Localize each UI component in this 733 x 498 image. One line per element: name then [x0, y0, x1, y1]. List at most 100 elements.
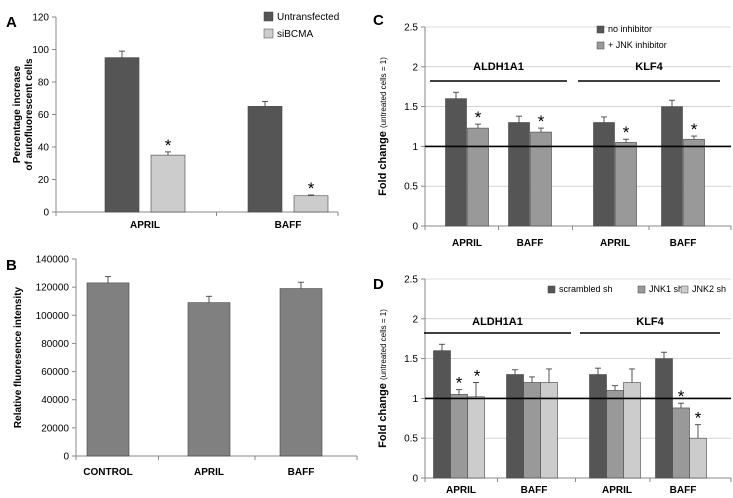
bar-C-s0-c2 [593, 122, 615, 227]
y-tick-label: 2.5 [404, 23, 418, 34]
significance-star: * [308, 179, 315, 198]
y-tick-label: 1.5 [404, 354, 418, 365]
bar-D-s1-c3 [672, 407, 690, 479]
significance-star: * [691, 120, 698, 139]
y-axis-label: Relative fluoresence intensity [13, 286, 24, 428]
legend-A: Untransfected siBCMA [263, 11, 339, 40]
panel-label-C: C [373, 12, 384, 29]
legend-label: siBCMA [277, 29, 313, 40]
bar-D-s1-c2 [606, 390, 624, 479]
y-tick-label: 40 [38, 143, 50, 154]
significance-star: * [695, 409, 702, 428]
significance-star: * [678, 387, 685, 406]
bar-A-s0-c1 [247, 106, 283, 213]
y-tick-label: 1.5 [404, 102, 418, 113]
y-tick-label: 120000 [36, 283, 70, 294]
legend-swatch [596, 25, 605, 34]
y-tick-label: 2.5 [404, 275, 418, 286]
bar-D-s0-c2 [589, 374, 607, 479]
legend-label: JNK2 sh [692, 284, 726, 294]
chart-panel-D: D 0 0.5 1 1.5 2 2.5 * * * * APRIL BAFF APRIL BAFF ALDH1… [373, 275, 732, 496]
y-tick-label: 0 [43, 208, 49, 219]
significance-star: * [538, 112, 545, 131]
group-label: KLF4 [635, 61, 663, 73]
y-tick-label: 0.5 [404, 434, 418, 445]
bar-C-s1-c2 [615, 142, 637, 227]
y-axis-label-main: Fold change [377, 380, 389, 448]
bar-B-s0-c0 [86, 282, 130, 457]
x-tick-label: BAFF [521, 485, 548, 496]
significance-star: * [165, 136, 172, 155]
x-tick-label: APRIL [602, 485, 632, 496]
chart-panel-A: A 0 20 40 60 80 100 120 * * APRIL BAFF Percentage in… [6, 11, 339, 231]
y-axis-label: of autofluorescent cells [24, 58, 35, 171]
x-tick-label: BAFF [517, 238, 544, 249]
bar-D-s2-c2 [623, 382, 641, 479]
y-tick-label: 120 [32, 13, 49, 24]
x-tick-label: BAFF [670, 238, 697, 249]
y-tick-label: 20000 [41, 423, 69, 434]
x-tick-label: BAFF [275, 220, 302, 231]
bar-D-s1-c0 [450, 394, 468, 479]
y-tick-label: 2 [412, 62, 418, 73]
legend-C: no inhibitor + JNK inhibitor [596, 24, 667, 50]
legend-label: scrambled sh [559, 284, 613, 294]
y-tick-label: 0 [63, 452, 69, 463]
y-tick-label: 80000 [41, 339, 69, 350]
bar-D-s0-c0 [433, 350, 451, 479]
y-axis-label-sub: (untreated cells = 1) [379, 57, 388, 128]
y-tick-label: 40000 [41, 395, 69, 406]
bar-A-s1-c0 [150, 154, 186, 213]
bar-D-s1-c1 [523, 382, 541, 479]
y-axis-label-main: Fold change [377, 128, 389, 196]
bar-D-s0-c1 [506, 374, 524, 479]
significance-star: * [623, 123, 630, 142]
bar-D-s0-c3 [655, 358, 673, 479]
significance-star: * [456, 374, 463, 393]
bar-A-s0-c0 [104, 57, 140, 213]
bar-C-s0-c1 [508, 122, 530, 227]
bar-C-s1-c0 [467, 127, 489, 227]
legend-label: + JNK inhibitor [608, 40, 667, 50]
y-tick-label: 60 [38, 110, 50, 121]
x-tick-label: APRIL [446, 485, 476, 496]
y-tick-label: 100 [32, 45, 49, 56]
legend-swatch [680, 285, 689, 294]
bar-D-s2-c0 [467, 396, 485, 479]
bar-D-s2-c1 [540, 382, 558, 479]
group-label: ALDH1A1 [472, 316, 523, 328]
legend-D: scrambled sh JNK1 sh JNK2 sh [547, 284, 726, 294]
bar-C-s1-c3 [683, 138, 705, 227]
y-axis-label-sub: (untreated cells = 1) [379, 309, 388, 380]
y-tick-label: 100000 [36, 311, 70, 322]
y-tick-label: 80 [38, 78, 50, 89]
panel-label-A: A [6, 14, 17, 31]
panel-label-D: D [373, 276, 384, 293]
significance-star: * [474, 366, 481, 385]
x-tick-label: CONTROL [83, 467, 132, 478]
legend-swatch [596, 41, 605, 50]
y-tick-label: 0 [412, 474, 418, 485]
group-label: KLF4 [636, 316, 664, 328]
legend-swatch [547, 285, 556, 294]
bar-B-s0-c2 [279, 288, 323, 457]
significance-star: * [475, 108, 482, 127]
x-tick-label: APRIL [452, 238, 482, 249]
chart-panel-B: B 0 20000 40000 60000 80000 100000 120000 140000… [6, 255, 358, 478]
y-tick-label: 140000 [36, 255, 70, 266]
y-axis-label: Fold change (untreated cells = 1) [377, 309, 389, 448]
bar-B-s0-c1 [187, 302, 231, 457]
y-tick-label: 1 [412, 394, 418, 405]
y-axis-label: Fold change (untreated cells = 1) [377, 57, 389, 196]
legend-swatch [637, 285, 646, 294]
legend-label: Untransfected [277, 12, 339, 23]
chart-panel-C: C 0 0.5 1 1.5 2 2.5 * * * * APRIL BAFF APRIL BAFF ALDH1… [373, 12, 732, 249]
bar-C-s0-c3 [661, 106, 683, 227]
bar-D-s2-c3 [689, 437, 707, 479]
y-axis-label: Percentage increase [12, 65, 23, 163]
group-label: ALDH1A1 [473, 61, 524, 73]
x-tick-label: APRIL [194, 467, 224, 478]
bar-C-s0-c0 [445, 98, 467, 227]
legend-swatch [263, 28, 274, 39]
